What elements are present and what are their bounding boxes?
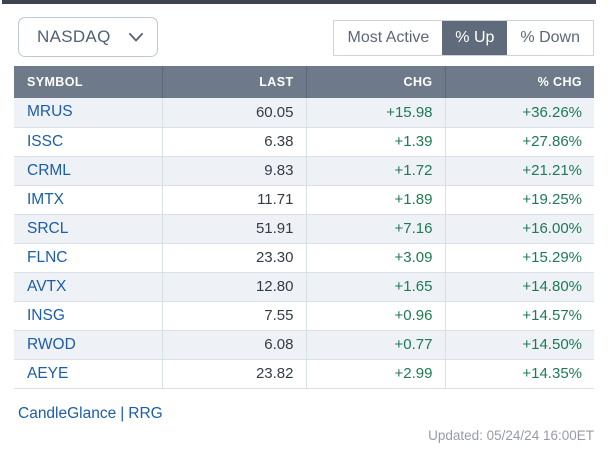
table-row: ISSC 6.38 +1.39 +27.86% (14, 127, 594, 157)
table-row: INSG 7.55 +0.96 +14.57% (14, 301, 594, 331)
chg-value: +1.65 (305, 272, 446, 302)
symbol-link[interactable]: AVTX (27, 277, 67, 295)
rrg-link[interactable]: RRG (128, 405, 163, 422)
table-row: SRCL 51.91 +7.16 +16.00% (14, 214, 594, 244)
last-value: 7.55 (161, 301, 307, 331)
last-value: 23.82 (161, 359, 307, 389)
footer-links: CandleGlance | RRG (18, 405, 163, 423)
column-header-last: LAST (161, 66, 306, 98)
updated-timestamp: Updated: 05/24/24 16:00ET (428, 428, 594, 443)
pct-chg-value: +14.57% (444, 301, 594, 331)
chg-value: +1.72 (305, 156, 446, 186)
chg-value: +3.09 (305, 243, 446, 273)
last-value: 9.83 (161, 156, 307, 186)
market-movers-table: SYMBOL LAST CHG % CHG MRUS 60.05 +15.98 … (14, 66, 594, 389)
last-value: 12.80 (161, 272, 307, 302)
symbol-link[interactable]: FLNC (27, 248, 68, 266)
symbol-link[interactable]: CRML (27, 161, 71, 179)
column-header-chg: CHG (305, 66, 445, 98)
pct-chg-value: +16.00% (444, 214, 594, 244)
symbol-link[interactable]: AEYE (27, 364, 69, 382)
pct-chg-value: +21.21% (444, 156, 594, 186)
controls-row: NASDAQ Most Active % Up % Down (18, 17, 594, 57)
table-row: RWOD 6.08 +0.77 +14.50% (14, 330, 594, 360)
table-row: AEYE 23.82 +2.99 +14.35% (14, 359, 594, 389)
view-tabs: Most Active % Up % Down (333, 20, 594, 56)
pct-chg-value: +14.80% (444, 272, 594, 302)
chg-value: +0.96 (305, 301, 446, 331)
last-value: 23.30 (161, 243, 307, 273)
pct-chg-value: +19.25% (444, 185, 594, 215)
panel-top-divider (2, 0, 596, 4)
chevron-down-icon (129, 32, 143, 41)
table-row: MRUS 60.05 +15.98 +36.26% (14, 98, 594, 128)
link-separator: | (120, 405, 125, 422)
table-body: MRUS 60.05 +15.98 +36.26% ISSC 6.38 +1.3… (14, 98, 594, 389)
column-header-pct-chg: % CHG (444, 66, 594, 98)
pct-chg-value: +27.86% (444, 127, 594, 157)
symbol-link[interactable]: INSG (27, 306, 65, 324)
pct-chg-value: +14.50% (444, 330, 594, 360)
pct-chg-value: +15.29% (444, 243, 594, 273)
chg-value: +1.89 (305, 185, 446, 215)
last-value: 6.38 (161, 127, 307, 157)
chg-value: +0.77 (305, 330, 446, 360)
exchange-dropdown[interactable]: NASDAQ (18, 17, 158, 57)
exchange-dropdown-value: NASDAQ (37, 27, 111, 46)
column-header-symbol: SYMBOL (14, 66, 162, 98)
candleglance-link[interactable]: CandleGlance (18, 405, 117, 422)
tab-percent-down[interactable]: % Down (520, 29, 580, 46)
tab-most-active[interactable]: Most Active (347, 29, 430, 46)
table-row: CRML 9.83 +1.72 +21.21% (14, 156, 594, 186)
pct-chg-value: +36.26% (444, 98, 594, 128)
chg-value: +15.98 (305, 98, 446, 128)
symbol-link[interactable]: MRUS (27, 103, 73, 121)
table-row: IMTX 11.71 +1.89 +19.25% (14, 185, 594, 215)
chg-value: +7.16 (305, 214, 446, 244)
table-header: SYMBOL LAST CHG % CHG (14, 66, 594, 98)
table-row: FLNC 23.30 +3.09 +15.29% (14, 243, 594, 273)
last-value: 11.71 (161, 185, 307, 215)
chg-value: +1.39 (305, 127, 446, 157)
tab-percent-up[interactable]: % Up (442, 21, 508, 55)
last-value: 6.08 (161, 330, 307, 360)
symbol-link[interactable]: IMTX (27, 190, 65, 208)
last-value: 60.05 (161, 98, 307, 128)
pct-chg-value: +14.35% (444, 359, 594, 389)
symbol-link[interactable]: SRCL (27, 219, 69, 237)
symbol-link[interactable]: RWOD (27, 335, 76, 353)
chg-value: +2.99 (305, 359, 446, 389)
symbol-link[interactable]: ISSC (27, 132, 64, 150)
last-value: 51.91 (161, 214, 307, 244)
table-row: AVTX 12.80 +1.65 +14.80% (14, 272, 594, 302)
